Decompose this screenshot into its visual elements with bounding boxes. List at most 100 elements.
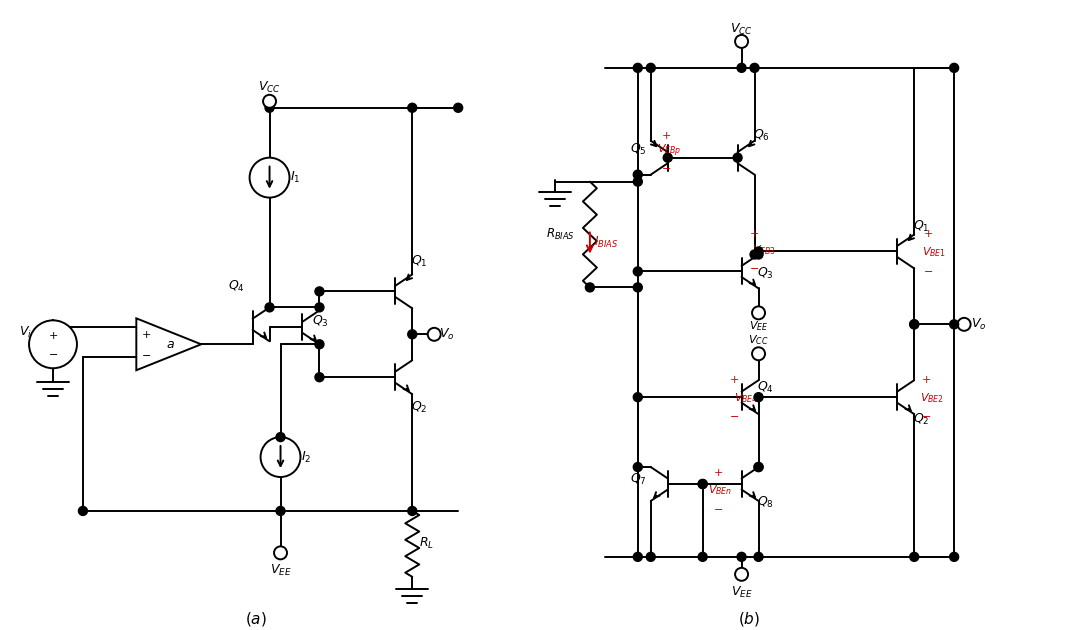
Text: $V_{BE1}$: $V_{BE1}$ [922,246,946,260]
Circle shape [754,553,763,561]
Text: $V_{CC}$: $V_{CC}$ [730,23,753,38]
Text: $Q_2$: $Q_2$ [913,411,930,427]
Text: $V_{EE}$: $V_{EE}$ [731,585,752,600]
Text: $+$: $+$ [921,374,931,385]
Circle shape [263,94,276,108]
Text: $Q_6$: $Q_6$ [753,128,770,143]
Circle shape [950,553,959,561]
Circle shape [315,287,324,296]
Circle shape [958,318,970,331]
Text: $+$: $+$ [713,467,722,478]
Circle shape [754,247,763,256]
Circle shape [663,153,672,162]
Circle shape [646,553,655,561]
Text: $-$: $-$ [141,349,151,359]
Circle shape [315,340,324,349]
Text: $V_{BE4}$: $V_{BE4}$ [734,391,759,405]
Circle shape [408,103,416,112]
Circle shape [274,546,287,559]
Text: $V_{EE}$: $V_{EE}$ [749,319,768,333]
Circle shape [315,303,324,312]
Text: $Q_1$: $Q_1$ [913,219,930,234]
Text: $-$: $-$ [729,410,738,420]
Circle shape [698,553,707,561]
Text: $V_{BE2}$: $V_{BE2}$ [920,391,944,405]
Text: $\mathit{(b)}$: $\mathit{(b)}$ [738,610,761,627]
Text: $-$: $-$ [923,265,933,275]
Circle shape [950,320,959,329]
Circle shape [737,64,746,72]
Text: $I_1$: $I_1$ [290,170,301,185]
Circle shape [276,507,285,515]
Circle shape [754,462,763,471]
Circle shape [735,568,748,581]
Text: $I_{BIAS}$: $I_{BIAS}$ [594,235,617,250]
Circle shape [265,103,274,112]
Circle shape [633,283,642,292]
Circle shape [754,250,763,259]
Text: $+$: $+$ [141,329,151,340]
Circle shape [752,347,765,360]
Text: $+$: $+$ [923,228,933,239]
Text: $Q_4$: $Q_4$ [758,380,774,395]
Text: $V_{EB3}$: $V_{EB3}$ [752,244,777,258]
Text: $V_i$: $V_i$ [18,324,31,340]
Circle shape [910,320,919,329]
Circle shape [408,507,416,515]
Circle shape [428,328,441,341]
Circle shape [698,479,707,488]
Circle shape [454,103,462,112]
Circle shape [265,303,274,312]
Circle shape [910,320,919,329]
Text: $Q_8$: $Q_8$ [758,495,774,510]
Text: $V_{BEn}$: $V_{BEn}$ [708,483,733,497]
Circle shape [408,330,416,339]
Text: $V_{CC}$: $V_{CC}$ [258,80,281,95]
Text: $Q_2$: $Q_2$ [411,399,427,415]
Circle shape [735,35,748,48]
Circle shape [633,392,642,402]
Circle shape [737,553,746,561]
Text: $R_{BIAS}$: $R_{BIAS}$ [546,227,575,242]
Text: $V_{EBp}$: $V_{EBp}$ [657,143,681,159]
Text: $\mathit{(a)}$: $\mathit{(a)}$ [245,610,266,627]
Circle shape [754,462,763,471]
Circle shape [633,64,642,72]
Circle shape [633,170,642,179]
Circle shape [249,158,290,198]
Circle shape [733,153,743,162]
Circle shape [633,267,642,276]
Text: $Q_1$: $Q_1$ [411,254,428,269]
Text: $+$: $+$ [48,330,58,341]
Circle shape [261,437,301,477]
Text: $V_o$: $V_o$ [440,327,455,342]
Text: $Q_5$: $Q_5$ [630,142,647,158]
Text: $-$: $-$ [660,162,671,172]
Circle shape [950,64,959,72]
Text: $+$: $+$ [749,228,760,239]
Text: $+$: $+$ [729,374,738,385]
Text: $-$: $-$ [921,410,931,420]
Text: $Q_7$: $Q_7$ [630,471,647,486]
Text: $Q_3$: $Q_3$ [758,266,774,281]
Circle shape [910,553,919,561]
Circle shape [276,433,285,442]
Circle shape [585,283,594,292]
Text: $V_{CC}$: $V_{CC}$ [748,333,768,347]
Circle shape [750,250,759,259]
Circle shape [633,462,642,471]
Text: $R_L$: $R_L$ [418,536,433,551]
Text: $I_2$: $I_2$ [302,449,311,464]
Circle shape [315,373,324,382]
Text: $Q_3$: $Q_3$ [312,314,328,329]
Circle shape [29,320,77,369]
Circle shape [750,64,759,72]
Text: $V_{EE}$: $V_{EE}$ [270,563,291,578]
Text: $+$: $+$ [660,130,671,140]
Circle shape [646,64,655,72]
Text: $a$: $a$ [166,338,175,351]
Circle shape [754,392,763,402]
Text: $-$: $-$ [48,348,58,358]
Text: $-$: $-$ [713,503,722,513]
Text: $Q_4$: $Q_4$ [228,279,245,294]
